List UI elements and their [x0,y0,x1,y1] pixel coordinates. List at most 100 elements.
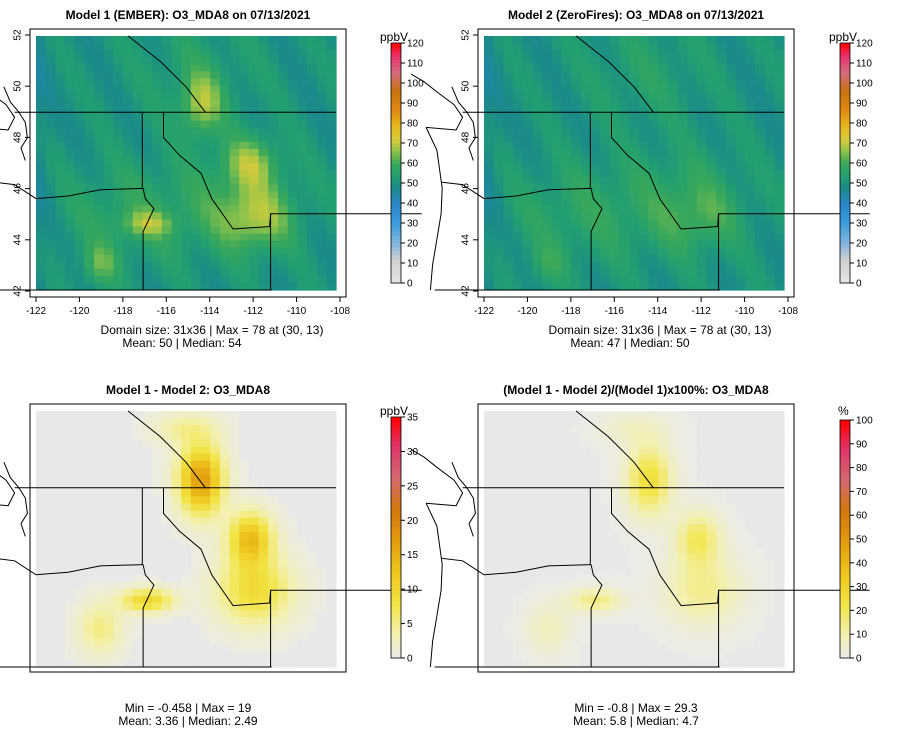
grid-cell [190,418,202,426]
grid-cell [258,148,269,157]
grid-cell [774,198,785,206]
colorbar-segment [840,91,850,96]
grid-cell [745,155,756,164]
grid-cell [648,489,659,497]
boundary-line [718,589,870,667]
grid-cell [522,531,533,540]
grid-cell [161,163,173,171]
grid-cell [571,233,582,242]
plot-frame [477,28,795,298]
grid-cell [484,184,495,192]
grid-cell [716,64,727,72]
grid-cell [171,439,182,448]
grid-cell [171,268,182,277]
grid-cell [696,496,708,505]
grid-cell [55,233,66,242]
grid-cell [142,496,153,505]
grid-cell [113,148,124,157]
grid-cell [648,99,659,108]
grid-cell [493,517,504,526]
grid-cell [532,624,543,633]
grid-cell [503,198,514,206]
grid-cell [590,560,601,569]
grid-cell [503,247,514,256]
grid-cell [297,603,308,611]
grid-cell [84,467,95,476]
colorbar-segment [840,586,850,592]
grid-cell [687,553,698,561]
grid-cell [638,141,650,150]
colorbar-segment [391,255,401,260]
grid-cell [580,106,592,115]
grid-cell [229,446,240,455]
grid-cell [561,282,572,291]
grid-cell [229,275,240,284]
grid-cell [522,275,533,284]
grid-cell [687,247,698,256]
grid-cell [200,638,211,647]
grid-cell [522,460,533,469]
grid-cell [55,99,66,108]
grid-cell [493,134,504,143]
grid-cell [522,64,533,72]
grid-cell [142,659,153,668]
grid-cell [306,425,318,433]
grid-cell [745,247,756,256]
grid-cell [94,43,105,51]
grid-cell [764,148,775,157]
grid-cell [287,254,298,263]
grid-cell [297,170,308,178]
grid-cell [65,439,76,448]
grid-cell [484,113,495,122]
colorbar-segment [391,191,401,196]
grid-cell [745,631,756,640]
grid-cell [103,567,115,576]
grid-cell [36,467,47,476]
grid-cell [277,588,289,597]
grid-cell [580,425,592,433]
grid-cell [113,141,124,150]
grid-cell [600,524,611,533]
grid-cell [754,64,766,72]
grid-cell [239,177,250,185]
grid-cell [561,191,572,199]
grid-cell [268,50,279,58]
grid-cell [629,475,640,483]
grid-cell [484,524,495,533]
grid-cell [725,36,737,44]
grid-cell [745,439,756,448]
grid-cell [619,36,630,44]
grid-cell [667,275,679,284]
grid-cell [219,652,231,661]
grid-cell [696,282,708,291]
grid-cell [619,496,630,505]
grid-cell [219,184,231,192]
grid-cell [696,446,708,455]
grid-cell [84,43,95,51]
colorbar-segment [391,625,401,631]
grid-cell [268,574,279,583]
grid-cell [277,155,289,164]
grid-cell [94,254,105,263]
grid-cell [297,50,308,58]
colorbar-segment [840,618,850,623]
grid-cell [677,219,688,228]
grid-cell [132,503,144,512]
grid-cell [181,631,192,640]
grid-cell [171,57,182,65]
grid-cell [123,610,134,618]
grid-cell [754,261,766,270]
grid-cell [74,57,85,65]
grid-cell [696,141,708,150]
grid-cell [239,425,250,433]
colorbar-segment [391,513,401,519]
grid-cell [609,595,621,604]
grid-cell [696,553,708,561]
grid-cell [571,603,582,611]
grid-cell [648,247,659,256]
grid-cell [123,240,134,249]
grid-cell [200,177,211,185]
grid-cell [316,574,327,583]
grid-cell [745,71,756,79]
grid-cell [132,282,144,291]
